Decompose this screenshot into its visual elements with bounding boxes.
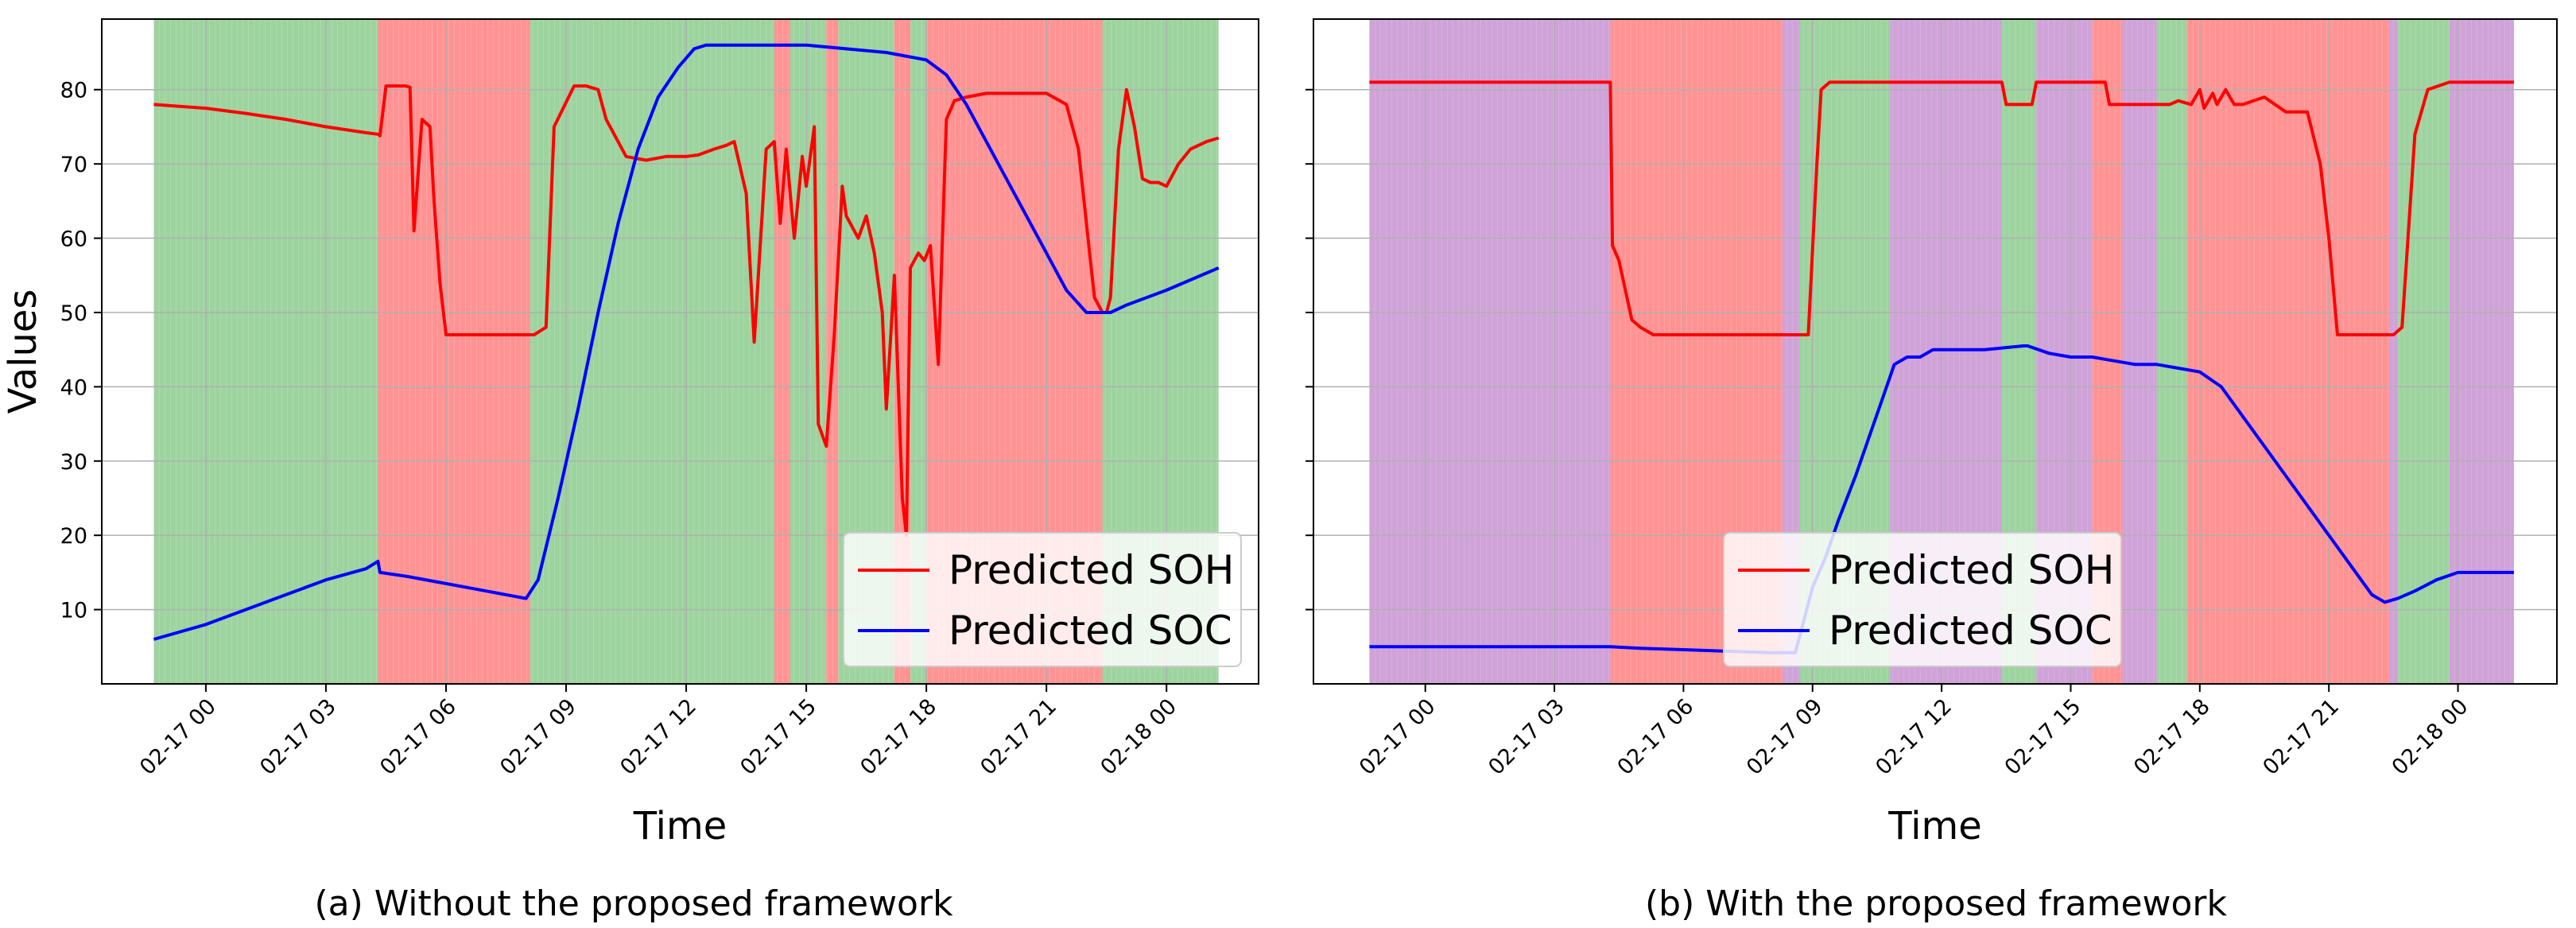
legend: Predicted SOH Predicted SOC [1723,532,2122,667]
legend-label: Predicted SOH [1829,547,2114,593]
x-tick-label: 02-17 21 [976,694,1061,780]
series-line-soc [153,43,1220,641]
caption-a: (a) Without the proposed framework [314,883,953,924]
x-tick-label: 02-17 12 [615,694,701,780]
x-tick-label: 02-17 03 [255,694,341,780]
x-tick-label: 02-17 09 [1742,694,1828,780]
x-tick-label: 02-17 00 [1355,694,1441,780]
series-line-soh [1369,80,2514,336]
legend-label: Predicted SOC [1829,608,2112,654]
y-tick-label: 50 [60,301,87,326]
chart-panel-b: 02-17 00 02-17 03 02-17 06 02-17 09 02-17 12… [1305,18,2558,848]
state-band-purple [1369,19,1611,684]
state-band-purple [2388,19,2398,684]
legend-label: Predicted SOC [949,608,1232,654]
x-tick-label: 02-17 12 [1871,694,1957,780]
x-tick-label: 02-17 03 [1484,694,1569,780]
y-tick-label: 70 [60,153,87,177]
legend-box [1723,532,2122,667]
state-band-red [378,19,530,684]
state-band-purple [1782,19,1800,684]
x-tick-label: 02-17 18 [2129,694,2215,780]
y-tick-label: 60 [60,227,87,252]
series-line-soh [153,84,1220,538]
state-band-green [910,19,927,684]
state-band-purple [2122,19,2157,684]
y-tick-label: 40 [60,375,87,400]
caption-b: (b) With the proposed framework [1645,883,2228,924]
x-axis-label: Time [1887,804,1981,848]
state-band-green [2397,19,2450,684]
y-axis-label: Values [1,289,45,414]
y-tick-label: 80 [60,79,87,103]
x-tick-label: 02-17 21 [2258,694,2344,780]
state-band-red [774,19,790,684]
x-tick-label: 02-18 00 [1096,694,1181,780]
x-tick-label: 02-17 15 [2000,694,2086,780]
x-tick-label: 02-17 06 [1613,694,1699,780]
x-axis-label: Time [633,804,727,848]
legend: Predicted SOH Predicted SOC [843,532,1242,667]
y-tick-label: 10 [60,599,87,623]
y-tick-label: 20 [60,524,87,549]
x-tick-label: 02-17 00 [135,694,221,780]
axes-frame [101,18,1259,685]
x-tick-label: 02-18 00 [2388,694,2473,780]
x-tick-label: 02-17 15 [735,694,821,780]
state-band-green [789,19,827,684]
axes-frame [1313,18,2558,685]
x-tick-label: 02-17 09 [495,694,581,780]
chart-panel-a: 10 20 30 40 50 60 70 80 02-17 00 02-17 03 02-17 06… [1,18,1259,848]
legend-box [843,532,1242,667]
x-tick-label: 02-17 06 [375,694,461,780]
state-band-purple [2449,19,2514,684]
legend-label: Predicted SOH [949,547,1234,593]
x-tick-label: 02-17 18 [855,694,941,780]
y-tick-label: 30 [60,450,87,475]
state-band-green [2156,19,2187,684]
state-band-green [530,19,774,684]
